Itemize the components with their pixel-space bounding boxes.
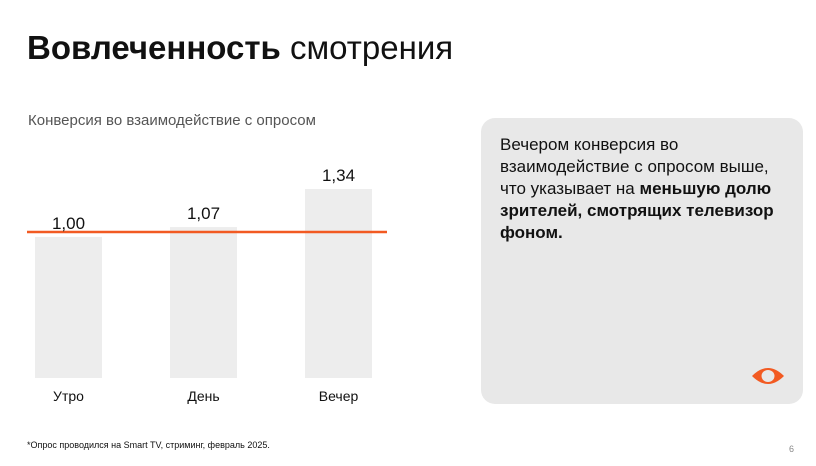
bar-3 — [305, 189, 372, 378]
eye-logo-icon — [752, 368, 784, 384]
bar-1 — [35, 236, 102, 378]
page-title: Вовлеченность смотрения — [27, 28, 453, 68]
chart-title: Конверсия во взаимодействие с опросом — [28, 112, 316, 129]
bar-2 — [170, 227, 237, 378]
insight-panel: Вечером конверсия во взаимодействие с оп… — [481, 118, 803, 404]
bars-group — [35, 189, 372, 378]
value-label-1: 1,00 — [52, 214, 85, 233]
page-title-rest: смотрения — [289, 29, 454, 66]
category-labels-group: Утро День Вечер — [53, 388, 358, 404]
category-label-1: Утро — [53, 388, 84, 404]
category-label-2: День — [187, 388, 219, 404]
page-number: 6 — [789, 444, 795, 454]
value-labels-group: 1,00 1,07 1,34 — [52, 166, 355, 233]
insight-text-plain: Вечером конверсия во взаимодействие с оп… — [500, 135, 769, 198]
category-label-3: Вечер — [319, 388, 359, 404]
page-title-bold: Вовлеченность — [27, 29, 281, 66]
footnote: *Опрос проводился на Smart TV, стриминг,… — [27, 440, 270, 450]
insight-text-bold: меньшую долю зрителей, смотрящих телевиз… — [500, 179, 774, 242]
insight-text: Вечером конверсия во взаимодействие с оп… — [500, 134, 790, 244]
value-label-2: 1,07 — [187, 204, 220, 223]
bar-chart: 1,00 1,07 1,34 Утро День Вечер — [27, 166, 387, 404]
value-label-3: 1,34 — [322, 166, 355, 185]
